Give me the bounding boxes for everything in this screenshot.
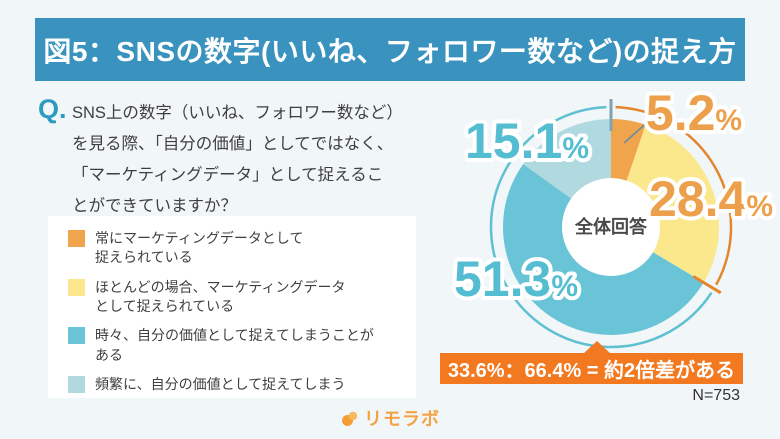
callout-arrow-icon	[583, 341, 611, 354]
question-text: SNS上の数字（いいね、フォロワー数など） を見る際、「自分の価値」としてではな…	[72, 98, 452, 222]
group-arc	[615, 105, 733, 286]
legend-item: 時々、自分の価値として捉えてしまうことが ある	[68, 326, 398, 365]
logo-icon	[342, 411, 358, 426]
callout-banner: 33.6%：66.4% = 約2倍差がある	[440, 353, 743, 384]
question-line: を見る際、「自分の価値」としてではなく、	[72, 135, 394, 153]
legend-label: 時々、自分の価値として捉えてしまうことが ある	[95, 327, 374, 363]
boundary-tick	[692, 275, 722, 295]
label-leader-line	[623, 111, 660, 144]
logo-text: リモラボ	[364, 409, 440, 429]
legend-swatch-icon	[68, 230, 85, 247]
donut-center-label: 全体回答	[574, 216, 648, 237]
pct-label-seg0: 5.2%	[646, 85, 742, 141]
pct-label-seg2: 51.3%	[454, 251, 578, 307]
donut-hole	[562, 178, 660, 276]
footer-logo: リモラボ	[0, 405, 780, 431]
legend-item: 常にマーケティングデータとして 捉えられている	[68, 229, 398, 268]
header-banner: 図5：SNSの数字(いいね、フォロワー数など)の捉え方	[35, 18, 745, 81]
legend-item: ほとんどの場合、マーケティングデータ として捉えられている	[68, 278, 398, 317]
chart-legend: 常にマーケティングデータとして 捉えられている ほとんどの場合、マーケティングデ…	[48, 216, 416, 398]
question-line: SNS上の数字（いいね、フォロワー数など）	[72, 104, 403, 122]
legend-item: 頻繁に、自分の価値として捉えてしまう	[68, 375, 398, 394]
group-arc	[489, 105, 713, 349]
legend-label: ほとんどの場合、マーケティングデータ として捉えられている	[95, 278, 346, 314]
donut-ticks	[609, 99, 722, 295]
pct-label-seg1: 28.4%	[649, 171, 773, 227]
donut-chart: 全体回答 5.2% 28.4% 51.3% 15.1%	[450, 81, 777, 349]
question-line: 「マーケティングデータ」として捉えるこ	[72, 166, 384, 184]
page-title: 図5：SNSの数字(いいね、フォロワー数など)の捉え方	[43, 35, 737, 67]
legend-swatch-icon	[68, 375, 85, 393]
donut-outer-arcs	[489, 105, 733, 349]
legend-label: 常にマーケティングデータとして 捉えられている	[95, 230, 304, 266]
legend-swatch-icon	[68, 278, 85, 296]
sample-size-label: N=753	[692, 387, 740, 404]
question-mark-label: Q.	[38, 94, 67, 124]
legend-swatch-icon	[68, 327, 85, 345]
callout-text: 33.6%：66.4% = 約2倍差がある	[447, 360, 736, 382]
legend-label: 頻繁に、自分の価値として捉えてしまう	[95, 375, 346, 392]
question-line: とができていますか？	[72, 197, 237, 215]
pct-label-seg3: 15.1%	[465, 113, 589, 169]
